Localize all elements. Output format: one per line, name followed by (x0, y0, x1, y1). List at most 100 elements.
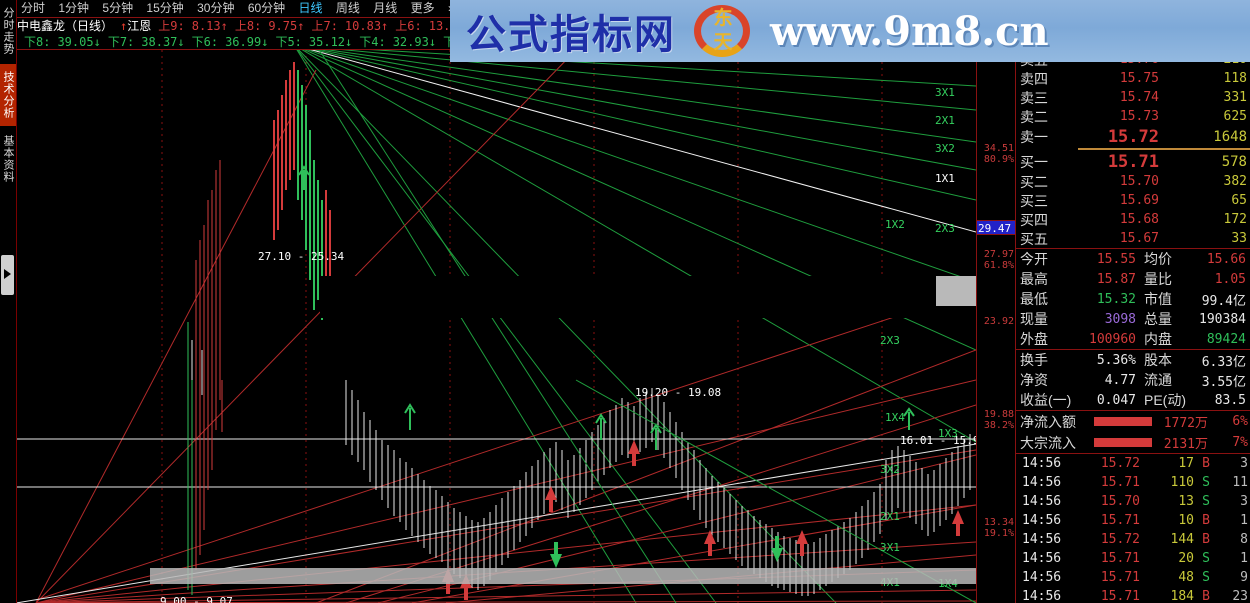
up-level-8-label: 上8: (234, 19, 262, 33)
stats-block-1: 今开 15.55 均价 15.66 最高 15.87 量比 1.05 最低 15… (1016, 249, 1250, 349)
capital-flow-block: 净流入额 1772万 6% 大宗流入 2131万 7% (1016, 411, 1250, 453)
stat-row-eps: 收益(一) 0.047 PE(动) 83.5 (1016, 390, 1250, 410)
tick-dir: B (1202, 532, 1210, 547)
flow-bar-net (1094, 417, 1152, 426)
stat-value-shares: 6.33亿 (1201, 354, 1246, 370)
chart-svg (16, 50, 976, 603)
fan-label-2x3-a: 2X3 (935, 222, 955, 235)
menu-item-5min[interactable]: 5分钟 (102, 1, 134, 15)
menu-item-1min[interactable]: 1分钟 (58, 1, 90, 15)
tick-price: 15.71 (1100, 570, 1140, 585)
fan-label-3x2-b: 3X2 (880, 463, 900, 476)
stat-label-eps: 收益(一) (1020, 392, 1072, 408)
tick-dir: S (1202, 551, 1210, 566)
menu-item-weekly[interactable]: 周线 (335, 1, 360, 15)
tick-qty: 17 (1178, 456, 1194, 471)
tick-time: 14:56 (1022, 551, 1062, 566)
flow-pct-block: 7% (1232, 435, 1248, 450)
rail-tab-fundamentals[interactable]: 基本资料 (2, 135, 14, 183)
tick-qty: 110 (1170, 475, 1194, 490)
tick-price: 15.72 (1100, 532, 1140, 547)
stat-row-open: 今开 15.55 均价 15.66 (1016, 249, 1250, 269)
menu-item-15min[interactable]: 15分钟 (146, 1, 184, 15)
ask-row-3[interactable]: 卖三 15.74 331 (1016, 88, 1250, 107)
tick-dir: S (1202, 494, 1210, 509)
rail-expand-arrow-icon[interactable] (1, 255, 14, 295)
tick-qty: 144 (1170, 532, 1194, 547)
bid-row-4[interactable]: 买四 15.68 172 (1016, 210, 1250, 229)
indicator-name: 江恩 (127, 19, 152, 33)
stat-value-curvol: 3098 (1104, 311, 1136, 327)
tick-qty: 20 (1178, 551, 1194, 566)
tick-row: 14:56 15.71 20 S 1 (1016, 549, 1250, 568)
tick-row: 14:56 15.70 13 S 3 (1016, 492, 1250, 511)
scale-price-2: 27.97 (983, 249, 1014, 260)
price-chart-canvas[interactable]: 27.10 - 25.34 19.20 - 19.08 16.01 - 15. 9… (16, 50, 976, 603)
scale-price-1: 34.51 (983, 143, 1014, 154)
down-level-6-mark: ↓ (261, 35, 269, 49)
down-level-6-label: 下6: (191, 35, 219, 49)
down-level-8-value: 39.05 (57, 35, 94, 49)
ask-price-1: 15.72 (1107, 126, 1159, 147)
bid-row-2[interactable]: 买二 15.70 382 (1016, 172, 1250, 191)
signal-arrows (298, 165, 964, 600)
tick-row: 14:56 15.71 10 B 1 (1016, 511, 1250, 530)
down-level-5-label: 下5: (275, 35, 302, 49)
menu-item-monthly[interactable]: 月线 (373, 1, 398, 15)
watermark-site-name: 公式指标网 (466, 12, 676, 58)
scale-pct-2: 61.8% (983, 260, 1014, 271)
fan-label-2x1-a: 2X1 (935, 114, 955, 127)
menu-item-30min[interactable]: 30分钟 (197, 1, 235, 15)
down-level-7-value: 38.37 (141, 35, 178, 49)
chart-annotation-3: 16.01 - 15.90 (900, 434, 976, 447)
stat-label-low: 最低 (1020, 291, 1048, 307)
stat-value-totalvol: 190384 (1199, 311, 1246, 327)
panel-divider-4 (1016, 453, 1250, 454)
ask-row-4[interactable]: 卖四 15.75 118 (1016, 69, 1250, 88)
bid-vol-5: 33 (1231, 231, 1247, 246)
rail-tab-intraday[interactable]: 分时走势 (2, 7, 14, 55)
flow-row-block: 大宗流入 2131万 7% (1016, 432, 1250, 453)
stat-row-curvol: 现量 3098 总量 190384 (1016, 309, 1250, 329)
bid-row-5[interactable]: 买五 15.67 33 (1016, 229, 1250, 248)
stat-label-netasset: 净资 (1020, 372, 1048, 388)
tick-dir: S (1202, 475, 1210, 490)
rail-tab-technical[interactable]: 技术分析 (0, 64, 16, 126)
tick-row: 14:56 15.71 110 S 11 (1016, 473, 1250, 492)
menu-item-60min[interactable]: 60分钟 (247, 1, 286, 15)
stat-value-turnover: 5.36% (1096, 352, 1136, 368)
bid-label-4: 买四 (1020, 211, 1048, 228)
scale-label-1: 34.51 80.9% (984, 143, 1014, 165)
fan-label-1x1-a: 1X1 (935, 172, 955, 185)
trend-up-arrow-icon: ↑ (120, 19, 128, 33)
bid-row-1[interactable]: 买一 15.71 578 (1016, 151, 1250, 172)
ask-label-3: 卖三 (1020, 89, 1048, 106)
logo-ring-icon (694, 5, 750, 57)
menu-item-intraday[interactable]: 分时 (21, 1, 46, 15)
menu-item-daily[interactable]: 日线 (298, 1, 323, 15)
ask-row-2[interactable]: 卖二 15.73 625 (1016, 107, 1250, 126)
stat-label-turnover: 换手 (1020, 352, 1048, 368)
bid-label-1: 买一 (1020, 153, 1048, 170)
scale-price-4: 19.88 (983, 409, 1014, 420)
bid-row-3[interactable]: 买三 15.69 65 (1016, 191, 1250, 210)
menu-scroll-right-icon[interactable]: › (443, 0, 457, 17)
tick-dir: B (1202, 456, 1210, 471)
tick-price: 15.71 (1100, 551, 1140, 566)
scale-price-3: 23.92 (983, 316, 1014, 327)
bid-price-3: 15.69 (1119, 193, 1159, 208)
tick-qty: 10 (1178, 513, 1194, 528)
tick-list[interactable]: 14:56 15.72 17 B 3 14:56 15.71 110 S 11 … (1016, 454, 1250, 603)
tick-dir: S (1202, 570, 1210, 585)
down-level-8-label: 下8: (24, 35, 51, 49)
chart-grey-selection-bar (150, 568, 978, 584)
stat-value-volratio: 1.05 (1214, 271, 1246, 287)
down-level-5-mark: ↓ (345, 35, 353, 49)
stat-row-low: 最低 15.32 市值 99.4亿 (1016, 289, 1250, 309)
menu-item-more[interactable]: 更多 (410, 1, 435, 15)
chart-grey-handle (936, 276, 978, 306)
logo-char-bottom: 天 (713, 31, 733, 53)
ask-row-1[interactable]: 卖一 15.72 1648 (1016, 126, 1250, 147)
panel-divider-1 (1016, 248, 1250, 249)
panel-divider-2 (1016, 349, 1250, 350)
